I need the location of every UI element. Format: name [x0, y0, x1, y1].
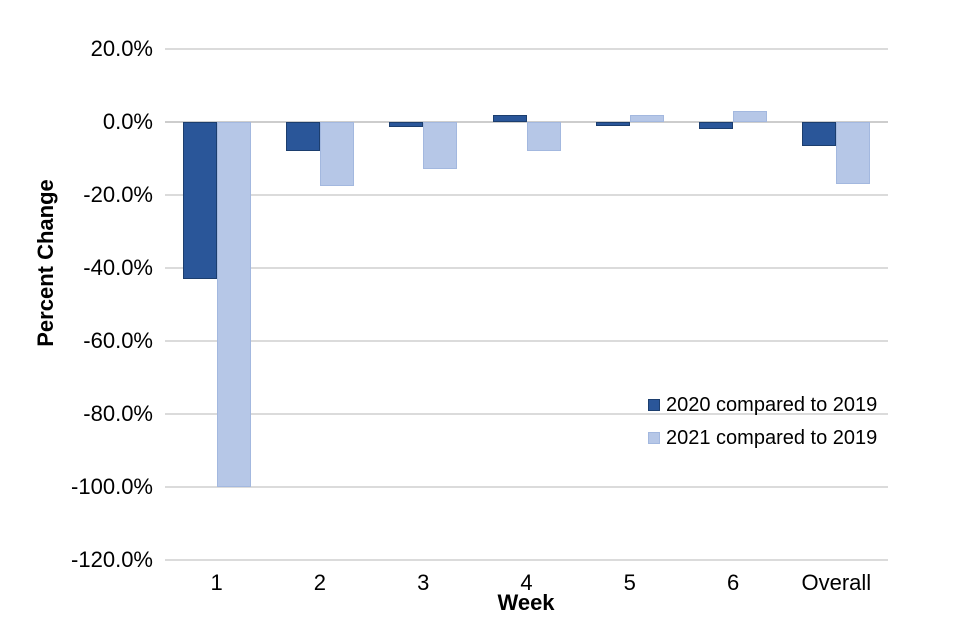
bar-2020-6 [699, 122, 734, 130]
bar-2021-6 [733, 111, 768, 122]
bar-2020-5 [595, 122, 630, 126]
bar-2020-1 [182, 122, 217, 279]
legend: 2020 compared to 2019 2021 compared to 20… [648, 392, 877, 458]
x-tick-label: 1 [210, 570, 223, 595]
y-tick-label: -120.0% [71, 547, 153, 572]
gridline [165, 486, 888, 488]
bar-2021-1 [216, 122, 251, 487]
legend-label-2020: 2020 compared to 2019 [666, 393, 878, 416]
gridline [165, 559, 888, 561]
y-tick-label: -100.0% [71, 474, 153, 499]
gridline [165, 340, 888, 342]
y-tick-label: -60.0% [83, 328, 153, 353]
gridline [165, 48, 888, 50]
bar-2021-overall [836, 122, 871, 185]
legend-swatch-2020-icon [648, 399, 660, 411]
bar-2021-3 [423, 122, 458, 170]
x-tick-label: 5 [623, 570, 636, 595]
gridline [165, 413, 888, 415]
bar-2021-5 [629, 114, 664, 122]
y-tick-label: -40.0% [83, 255, 153, 280]
x-tick-label: Overall [801, 570, 872, 595]
gridline [165, 267, 888, 269]
x-tick-label: 4 [520, 570, 533, 595]
x-tick-label: 3 [417, 570, 430, 595]
x-axis-title: Week [497, 590, 555, 615]
y-tick-label: -20.0% [83, 182, 153, 207]
bar-2021-2 [319, 122, 354, 186]
bar-2020-3 [389, 122, 424, 128]
bar-2020-2 [285, 122, 320, 152]
y-tick-label: 20.0% [90, 36, 153, 61]
legend-label-2021: 2021 compared to 2019 [666, 426, 878, 449]
bar-2020-4 [492, 114, 527, 122]
y-tick-label: -80.0% [83, 401, 153, 426]
legend-item-2020: 2020 compared to 2019 [648, 392, 877, 418]
bar-2020-overall [802, 122, 837, 146]
x-tick-label: 6 [726, 570, 740, 595]
y-tick-label: 0.0% [102, 109, 153, 134]
x-tick-label: 2 [313, 570, 327, 595]
y-axis-title: Percent Change [33, 179, 58, 347]
bar-2021-4 [526, 122, 561, 152]
legend-item-2021: 2021 compared to 2019 [648, 425, 877, 451]
gridline [165, 194, 888, 196]
legend-swatch-2021-icon [648, 432, 660, 444]
